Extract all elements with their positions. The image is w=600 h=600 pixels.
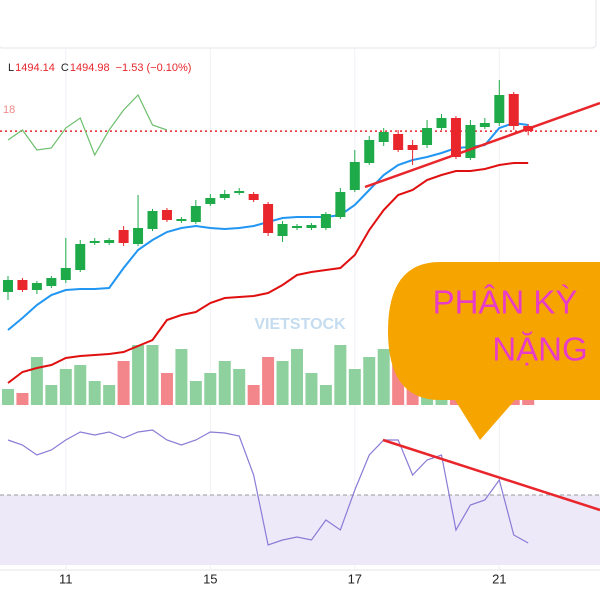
candle-body xyxy=(393,134,404,150)
volume-bar xyxy=(334,345,347,405)
candle-body xyxy=(364,140,375,163)
candle-body xyxy=(494,95,505,123)
candle-body xyxy=(306,225,317,228)
volume-bar xyxy=(522,397,535,405)
candle-body xyxy=(335,192,346,217)
volume-bar xyxy=(88,381,101,405)
candle-body xyxy=(378,132,389,142)
candle-body xyxy=(176,219,187,221)
candle-body xyxy=(422,128,433,145)
indicator-line xyxy=(7,162,529,384)
indicator-label: 18 xyxy=(3,104,15,116)
x-tick-label: 21 xyxy=(492,571,506,586)
indicator-line xyxy=(7,93,168,157)
volume-bar xyxy=(319,385,332,405)
legend-value: −1.53 (−0.10%) xyxy=(116,62,192,74)
volume-bar xyxy=(218,361,231,405)
candle-body xyxy=(407,145,418,150)
rsi-band xyxy=(0,495,600,565)
volume-bar xyxy=(189,381,202,405)
watermark: VIETSTOCK xyxy=(254,316,346,333)
toolbar xyxy=(0,0,597,49)
candle-body xyxy=(161,210,172,220)
candle-body xyxy=(75,244,86,270)
candle-body xyxy=(104,240,115,243)
volume-bar xyxy=(117,361,130,405)
volume-bar xyxy=(132,345,145,405)
candles xyxy=(3,80,534,300)
volume-bar xyxy=(247,385,260,405)
candle-body xyxy=(60,268,71,280)
callout xyxy=(388,262,600,440)
volume-bar xyxy=(363,357,376,405)
volume-bar xyxy=(146,345,159,405)
candle-body xyxy=(3,280,13,292)
x-tick-label: 11 xyxy=(59,571,73,586)
annotation: NẶNG xyxy=(492,331,587,368)
volume-bar xyxy=(204,373,217,405)
candle-body xyxy=(465,125,476,158)
candle-body xyxy=(147,211,158,229)
candle-body xyxy=(205,198,216,204)
candle-body xyxy=(292,226,302,228)
legend-key: L xyxy=(8,62,14,74)
legend: L 1494.14 C 1494.98 −1.53 (−0.10%) xyxy=(8,62,191,74)
volume-bar xyxy=(30,357,43,405)
volume-bar xyxy=(59,369,72,405)
candle-body xyxy=(479,123,490,127)
candle-body xyxy=(31,283,42,290)
candle-body xyxy=(89,241,100,243)
x-tick-label: 15 xyxy=(203,571,217,586)
volume-bar xyxy=(74,365,87,405)
candle-body xyxy=(234,191,245,193)
annotation: PHÂN KỲ xyxy=(433,284,578,321)
rsi-line xyxy=(7,429,529,546)
candle-body xyxy=(17,280,28,290)
candle-body xyxy=(349,162,360,190)
volume-bar xyxy=(16,393,29,405)
candle-body xyxy=(118,230,129,243)
volume-bar xyxy=(348,369,361,405)
volume-bar xyxy=(291,349,303,405)
legend-value: 1494.14 xyxy=(15,62,55,74)
candle-body xyxy=(320,214,331,228)
candle-body xyxy=(248,194,259,200)
candle-body xyxy=(450,118,461,157)
candle-body xyxy=(46,278,57,286)
rsi-pane xyxy=(0,429,600,565)
volume-bar xyxy=(160,373,173,405)
volume-bar xyxy=(276,361,289,405)
volume-bar xyxy=(377,349,390,405)
candle-body xyxy=(219,194,230,198)
candle-body xyxy=(263,204,274,233)
volume-bar xyxy=(233,369,246,405)
candle-body xyxy=(133,228,144,244)
candle-body xyxy=(508,94,519,126)
volume-bar xyxy=(262,357,275,405)
legend-value: 1494.98 xyxy=(70,62,110,74)
trend-line xyxy=(364,101,600,189)
volume-bar xyxy=(2,389,14,405)
volume-bar xyxy=(305,373,318,405)
candle-body xyxy=(436,118,447,128)
x-tick-label: 17 xyxy=(348,571,362,586)
volume-bar xyxy=(175,349,188,405)
candle-body xyxy=(277,224,288,236)
candle-body xyxy=(190,206,201,222)
trend-line xyxy=(382,438,600,512)
volume-bar xyxy=(103,385,116,405)
volume-bar xyxy=(45,385,58,405)
legend-key: C xyxy=(61,62,69,74)
